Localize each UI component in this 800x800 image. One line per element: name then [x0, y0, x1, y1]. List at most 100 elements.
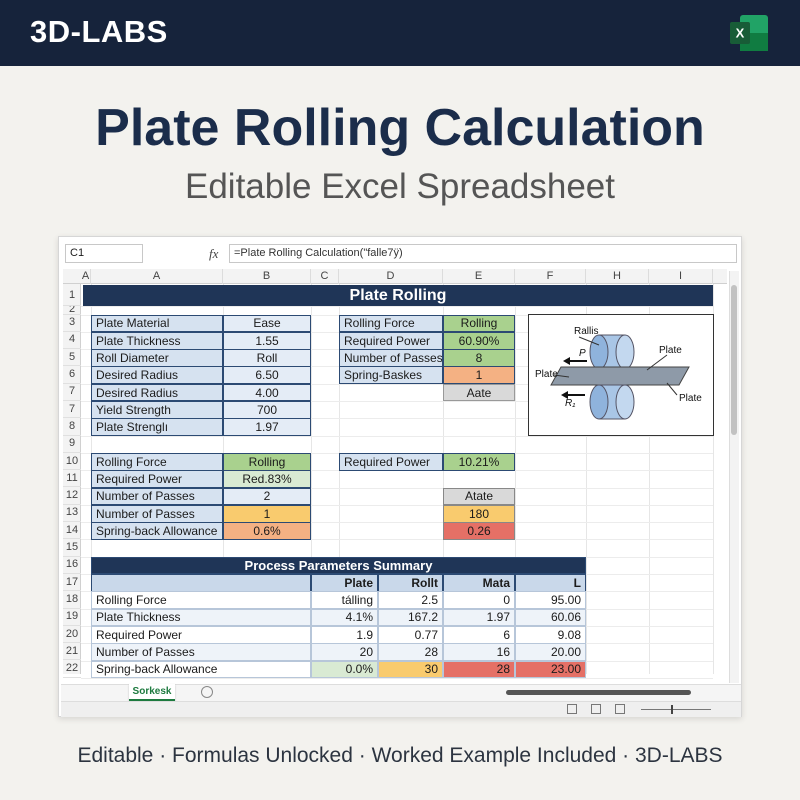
zoom-thumb[interactable]	[671, 705, 673, 714]
subtitle: Editable Excel Spreadsheet	[185, 167, 615, 206]
material-label: Plate Material	[91, 314, 223, 333]
summary-header: Rollt	[378, 574, 443, 592]
diagram-label: Plate	[659, 345, 682, 356]
material-value: 1.55	[223, 331, 311, 350]
formula-input[interactable]: =Plate Rolling Calculation("falle7ÿ)	[229, 244, 737, 263]
row-header: 4	[63, 332, 81, 350]
row-header: 9	[63, 436, 81, 453]
row-header: 22	[63, 661, 81, 678]
tab-bar	[61, 684, 741, 701]
rolling-diagram: Rallis Plate Plate Plate P R₁	[528, 314, 714, 436]
result-value: Rolling	[223, 452, 311, 471]
row-header: 6	[63, 366, 81, 384]
fx-label: fx	[209, 246, 219, 261]
grid-line	[713, 284, 714, 674]
summary-value: tálling	[311, 591, 378, 610]
sheet-title: Plate Rolling	[83, 285, 713, 306]
summary-value: 20.00	[515, 643, 586, 661]
material-label: Desired Radius	[91, 383, 223, 402]
material-label: Yield Strength	[91, 401, 223, 419]
material-value: Ease	[223, 314, 311, 333]
row-header: 20	[63, 626, 81, 644]
view-button[interactable]	[591, 704, 601, 714]
view-button[interactable]	[615, 704, 625, 714]
summary-value: 60.06	[515, 608, 586, 627]
summary-header: Plate	[311, 574, 378, 592]
row-header: 16	[63, 557, 81, 574]
row-header: 21	[63, 643, 81, 661]
roller-end	[589, 334, 609, 370]
power-value: 10.21%	[443, 452, 515, 471]
horizontal-thumb[interactable]	[506, 690, 691, 695]
leader	[578, 336, 600, 346]
grid-line	[81, 418, 713, 420]
spreadsheet-window: C1 fx =Plate Rolling Calculation("falle7ÿ)…	[58, 236, 742, 717]
excel-icon-letter: X	[736, 26, 745, 41]
leader	[646, 354, 668, 371]
plate	[550, 366, 690, 386]
force-note: Aate	[443, 383, 515, 402]
row-header: 12	[63, 488, 81, 505]
zoom-slider[interactable]	[641, 709, 711, 710]
summary-label: Required Power	[91, 625, 311, 644]
name-box[interactable]: C1	[65, 244, 143, 263]
view-button[interactable]	[567, 704, 577, 714]
column-header: E	[443, 269, 515, 284]
row-header: 2	[63, 306, 81, 315]
grid-line	[81, 487, 713, 489]
grid-line	[81, 383, 713, 385]
material-value: 4.00	[223, 383, 311, 402]
grid-line	[81, 435, 713, 437]
force-label: Required Power	[339, 331, 443, 350]
summary-value: 0.77	[378, 625, 443, 644]
power-result: 180	[443, 504, 515, 523]
add-sheet[interactable]	[201, 686, 213, 698]
summary-value: 0	[443, 591, 515, 610]
summary-value: 16	[443, 643, 515, 661]
power-label: Required Power	[339, 452, 443, 471]
force-label: Spring-Baskes	[339, 366, 443, 385]
sheet-tab[interactable]: Sorkesk	[129, 684, 175, 701]
material-value: Roll	[223, 349, 311, 367]
row-header: 10	[63, 453, 81, 471]
row-header: 18	[63, 591, 81, 609]
summary-value: 95.00	[515, 591, 586, 610]
title: Plate Rolling Calculation	[95, 99, 705, 157]
grid-line	[649, 284, 650, 674]
row-header: 7	[63, 384, 81, 401]
grid-line	[81, 470, 713, 472]
grid-line	[311, 284, 312, 674]
summary-value: 28	[443, 660, 515, 679]
result-label: Required Power	[91, 470, 223, 488]
summary-value: 1.9	[311, 625, 378, 644]
power-result: 0.26	[443, 522, 515, 540]
result-label: Rolling Force	[91, 452, 223, 471]
arrowhead	[561, 391, 568, 399]
summary-label: Plate Thickness	[91, 608, 311, 627]
row-header: 17	[63, 574, 81, 592]
row-header: 15	[63, 539, 81, 557]
result-value: 1	[223, 504, 311, 523]
summary-value: 167.2	[378, 608, 443, 627]
diagram-label: R₁	[565, 398, 575, 409]
column-header: A	[91, 269, 223, 284]
summary-header-blank	[91, 574, 311, 592]
result-label: Spring-back Allowance	[91, 522, 223, 540]
row-header: 19	[63, 609, 81, 626]
row-header: 3	[63, 315, 81, 332]
summary-header: Mata	[443, 574, 515, 592]
arrowhead	[563, 357, 570, 365]
vertical-thumb[interactable]	[731, 285, 737, 435]
footer: Editable · Formulas Unlocked · Worked Ex…	[77, 744, 723, 767]
summary-value: 2.5	[378, 591, 443, 610]
summary-header: L	[515, 574, 586, 592]
name-box-arrow	[129, 244, 143, 263]
material-label: Desired Radius	[91, 366, 223, 385]
row-header: 7	[63, 401, 81, 419]
result-value: 0.6%	[223, 522, 311, 540]
diagram-label: P	[579, 348, 586, 359]
grid-line	[586, 284, 587, 674]
diagram-label: Plate	[679, 393, 702, 404]
column-header: F	[515, 269, 586, 284]
row-header: 11	[63, 470, 81, 488]
